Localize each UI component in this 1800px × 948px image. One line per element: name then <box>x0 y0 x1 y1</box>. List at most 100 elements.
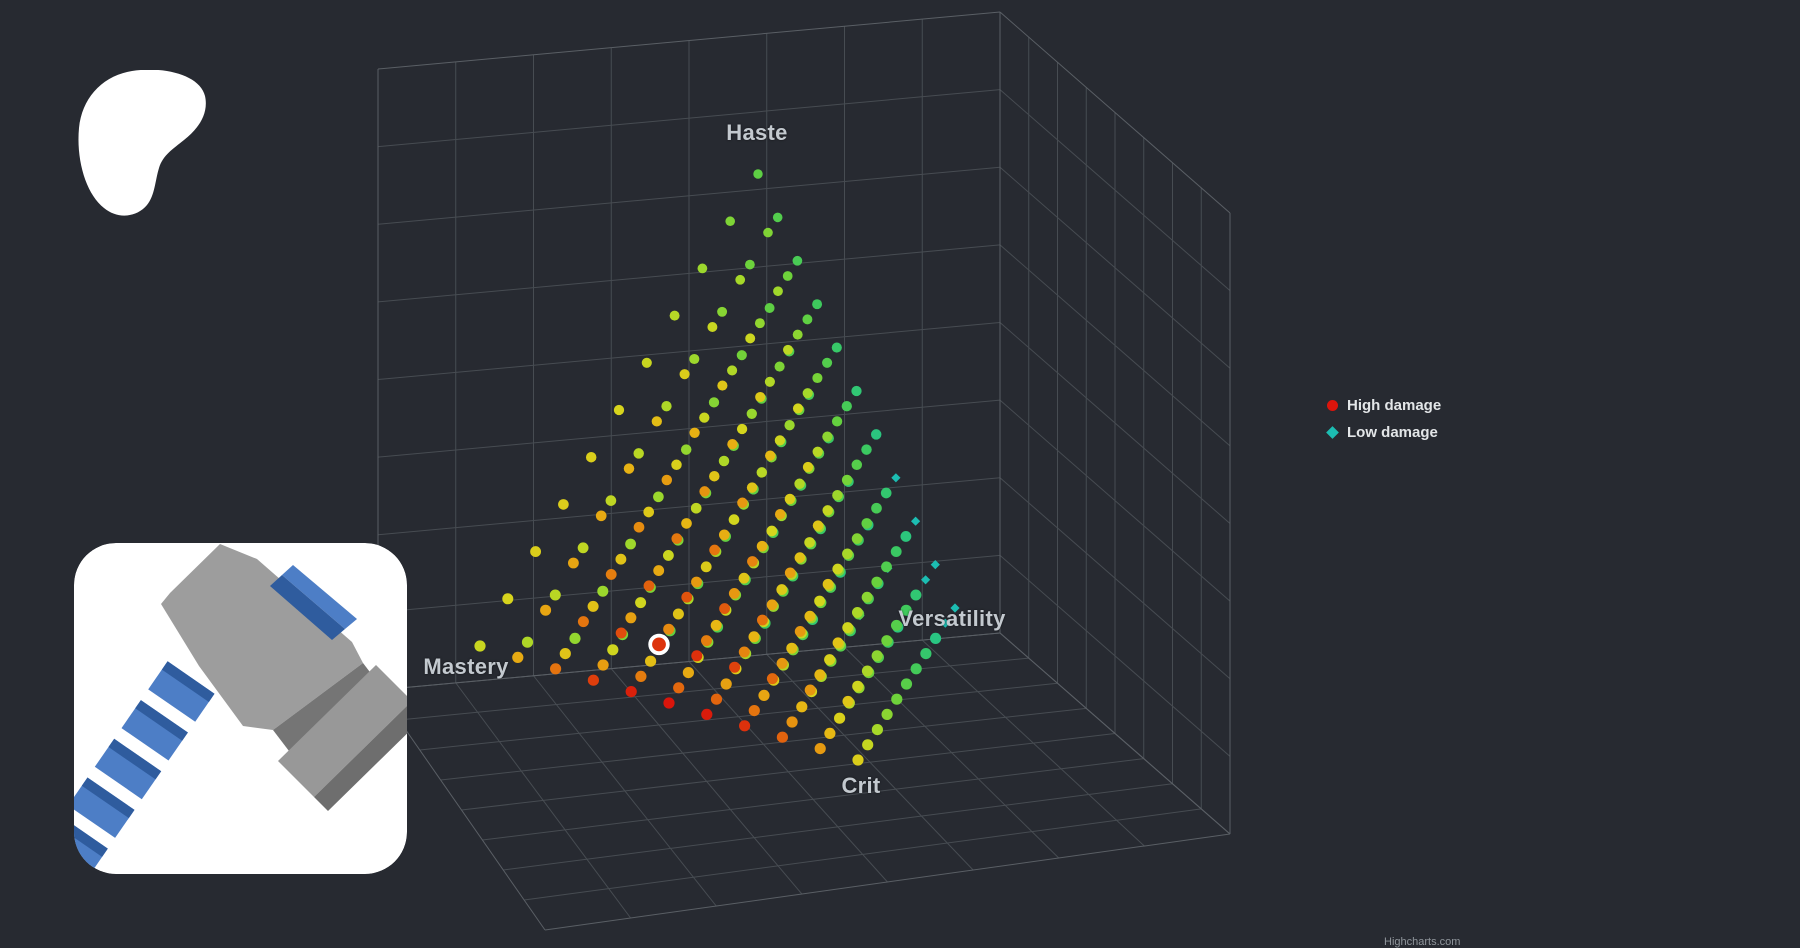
data-point-high-damage[interactable] <box>852 754 864 766</box>
data-point-high-damage[interactable] <box>841 401 852 412</box>
data-point-high-damage[interactable] <box>756 614 768 626</box>
data-point-high-damage[interactable] <box>673 682 685 694</box>
highcharts-credit-link[interactable]: Highcharts.com <box>1384 936 1461 948</box>
data-point-high-damage[interactable] <box>725 216 735 226</box>
data-point-high-damage[interactable] <box>671 533 683 544</box>
data-point-high-damage[interactable] <box>871 650 883 662</box>
data-point-high-damage[interactable] <box>745 333 756 344</box>
data-point-high-damage[interactable] <box>717 380 728 391</box>
data-point-high-damage[interactable] <box>804 684 816 696</box>
data-point-high-damage[interactable] <box>663 697 675 709</box>
data-point-high-damage[interactable] <box>792 403 804 414</box>
data-point-high-damage[interactable] <box>615 553 627 565</box>
data-point-high-damage[interactable] <box>814 743 826 755</box>
data-point-high-damage[interactable] <box>834 712 846 724</box>
data-point-high-damage[interactable] <box>786 642 798 654</box>
data-point-high-damage[interactable] <box>700 561 712 573</box>
data-point-high-damage[interactable] <box>870 429 882 440</box>
data-point-high-damage[interactable] <box>891 693 903 705</box>
data-point-high-damage[interactable] <box>812 520 824 531</box>
data-point-high-damage[interactable] <box>653 491 664 503</box>
data-point-high-damage[interactable] <box>502 593 514 605</box>
data-point-high-damage[interactable] <box>635 670 647 683</box>
data-point-high-damage[interactable] <box>700 635 713 647</box>
data-point-high-damage[interactable] <box>755 391 766 403</box>
data-point-high-damage[interactable] <box>786 716 798 728</box>
data-point-high-damage[interactable] <box>691 650 703 662</box>
data-point-high-damage[interactable] <box>663 623 675 635</box>
data-point-high-damage[interactable] <box>681 591 693 603</box>
data-point-high-damage[interactable] <box>699 412 710 423</box>
data-point-high-damage[interactable] <box>794 625 806 637</box>
data-point-high-damage[interactable] <box>861 665 873 677</box>
data-point-high-damage[interactable] <box>625 612 637 624</box>
data-point-high-damage[interactable] <box>587 674 600 686</box>
data-point-high-damage[interactable] <box>766 673 778 685</box>
data-point-high-damage[interactable] <box>832 563 844 575</box>
data-point-high-damage[interactable] <box>776 657 788 669</box>
data-point-high-damage[interactable] <box>680 444 692 455</box>
data-point-high-damage[interactable] <box>736 350 747 361</box>
data-point-high-damage[interactable] <box>824 654 836 666</box>
data-point-high-damage[interactable] <box>890 619 903 631</box>
data-point-high-damage[interactable] <box>814 669 826 681</box>
data-point-high-damage[interactable] <box>569 632 581 645</box>
data-point-high-damage[interactable] <box>764 376 775 387</box>
data-point-high-damage[interactable] <box>754 318 765 329</box>
data-point-high-damage[interactable] <box>814 595 826 607</box>
data-point-high-damage[interactable] <box>881 708 893 721</box>
data-point-high-damage[interactable] <box>671 459 682 471</box>
data-point-high-damage[interactable] <box>748 631 760 643</box>
data-point-high-damage[interactable] <box>804 610 816 622</box>
data-point-high-damage[interactable] <box>784 567 796 579</box>
data-point-high-damage[interactable] <box>881 561 892 573</box>
data-point-high-damage[interactable] <box>822 505 833 516</box>
data-point-high-damage[interactable] <box>842 548 853 560</box>
data-point-high-damage[interactable] <box>718 455 730 467</box>
data-point-high-damage[interactable] <box>774 435 786 446</box>
data-point-high-damage[interactable] <box>861 591 873 603</box>
data-point-high-damage[interactable] <box>605 568 617 580</box>
data-point-high-damage[interactable] <box>651 416 662 427</box>
data-point-high-damage[interactable] <box>697 263 708 274</box>
data-point-high-damage[interactable] <box>782 271 793 281</box>
data-point-high-damage[interactable] <box>615 627 627 639</box>
data-point-high-damage[interactable] <box>738 646 750 658</box>
data-point-high-damage[interactable] <box>653 565 665 577</box>
data-point-high-damage[interactable] <box>699 486 710 497</box>
data-point-high-damage[interactable] <box>607 644 619 656</box>
data-point-high-damage[interactable] <box>708 397 720 408</box>
data-point-high-damage[interactable] <box>474 640 486 652</box>
data-point-high-damage[interactable] <box>746 482 758 493</box>
data-point-high-damage[interactable] <box>550 663 562 675</box>
data-point-high-damage[interactable] <box>512 651 524 664</box>
data-point-high-damage[interactable] <box>549 589 561 601</box>
data-point-high-damage[interactable] <box>766 599 778 611</box>
data-point-high-damage[interactable] <box>669 310 680 321</box>
data-point-low-damage[interactable] <box>950 603 960 613</box>
data-point-high-damage[interactable] <box>774 361 785 372</box>
data-point-high-damage[interactable] <box>661 401 672 412</box>
data-point-high-damage[interactable] <box>728 514 740 525</box>
data-point-high-damage[interactable] <box>812 446 823 457</box>
data-point-high-damage[interactable] <box>641 357 652 368</box>
data-point-high-damage[interactable] <box>710 693 723 705</box>
data-point-high-damage[interactable] <box>871 502 882 514</box>
data-point-high-damage[interactable] <box>851 533 863 544</box>
data-point-high-damage[interactable] <box>796 701 808 713</box>
data-point-high-damage[interactable] <box>784 493 796 505</box>
data-point-high-damage[interactable] <box>910 589 922 601</box>
data-point-high-damage[interactable] <box>633 521 645 533</box>
data-point-high-damage[interactable] <box>605 495 617 506</box>
data-point-high-damage[interactable] <box>861 444 872 455</box>
selected-point-ring[interactable] <box>648 633 670 656</box>
data-point-high-damage[interactable] <box>822 578 834 590</box>
data-point-high-damage[interactable] <box>625 686 637 698</box>
data-point-high-damage[interactable] <box>739 720 751 732</box>
data-point-high-damage[interactable] <box>737 497 748 509</box>
data-point-high-damage[interactable] <box>720 678 732 690</box>
data-point-high-damage[interactable] <box>635 597 647 609</box>
data-point-high-damage[interactable] <box>747 556 758 567</box>
data-point-high-damage[interactable] <box>776 584 788 596</box>
data-point-low-damage[interactable] <box>930 560 940 570</box>
